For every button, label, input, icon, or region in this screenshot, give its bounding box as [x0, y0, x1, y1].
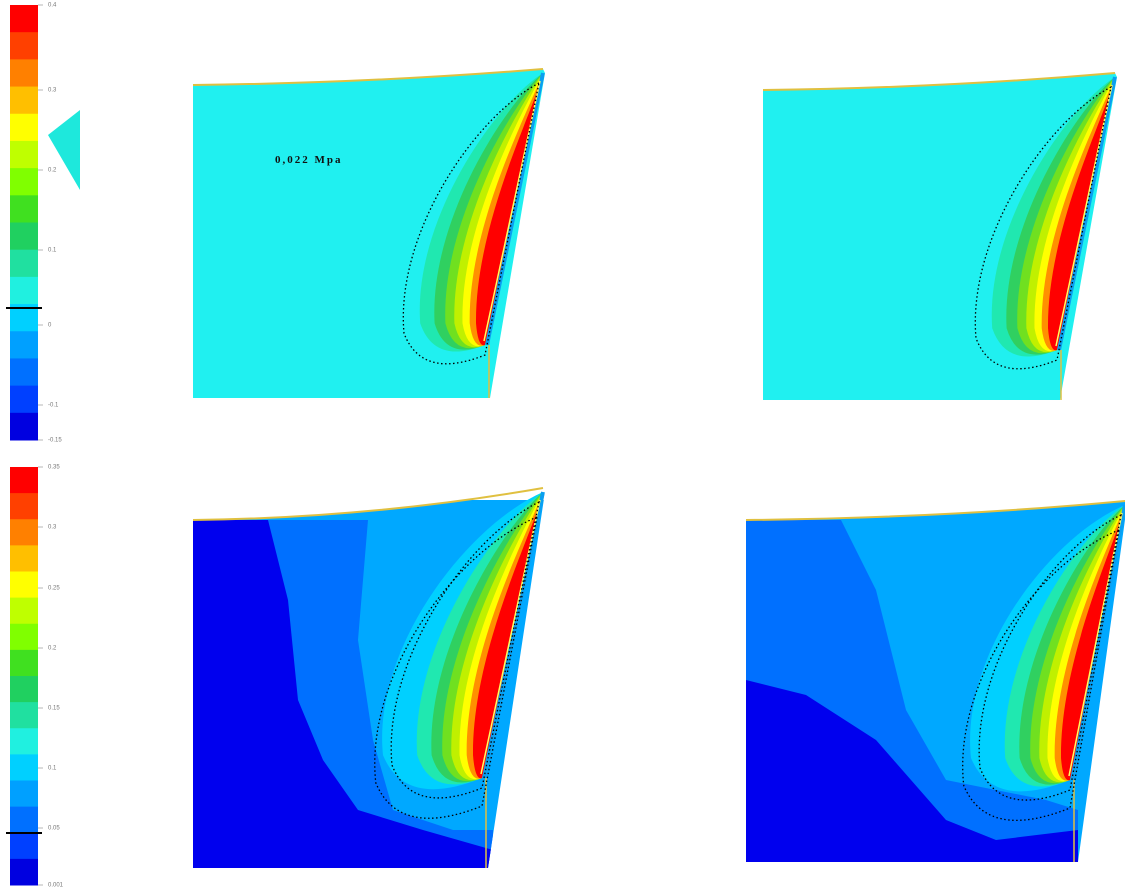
top-edge [192, 487, 544, 521]
edge-strip-light [1055, 84, 1113, 347]
colorbar-band [10, 59, 38, 88]
colorbar-band [10, 331, 38, 359]
colorbar-band [10, 358, 38, 387]
colorbar-band [10, 32, 38, 60]
colorbar-band [10, 5, 38, 33]
colorbar-label: -0.15 [48, 438, 62, 444]
edge-strip [1070, 504, 1125, 781]
colorbar-band [10, 676, 38, 703]
colorbar-band [10, 412, 38, 441]
dotted-contour [402, 81, 540, 365]
region-low [193, 520, 493, 868]
contour-plot [762, 72, 1117, 400]
colorbar-band [10, 545, 38, 572]
dotted-contour [374, 515, 538, 819]
colorbar-band [10, 649, 38, 677]
colorbar-band [10, 519, 38, 546]
plot-area [193, 491, 545, 868]
dotted-contour [978, 513, 1122, 801]
colorbar-label: 0.25 [48, 586, 60, 592]
colorbar-band [10, 571, 38, 599]
colorbar-label: 0.1 [48, 248, 57, 254]
colorbar-band [10, 195, 38, 223]
top-edge [745, 500, 1125, 521]
partial-shape [48, 110, 80, 190]
colorbar-label: 0.05 [48, 826, 60, 832]
colorbar-band [10, 832, 38, 860]
colorbar-label: 0.15 [48, 706, 60, 712]
contour-plot [192, 68, 545, 398]
contour-plot [745, 500, 1125, 862]
plot-area [193, 69, 545, 398]
annotation: 0,022 Mpa [275, 154, 343, 166]
colorbar-band [10, 86, 38, 115]
colorbar-band [10, 385, 38, 414]
colorbar-label: 0.3 [48, 88, 57, 94]
colorbar-band [10, 222, 38, 251]
colorbar-label: 0.2 [48, 168, 57, 174]
band [472, 492, 543, 779]
colorbar-label: -0.1 [48, 403, 59, 409]
band [1047, 77, 1115, 351]
colorbar-band [10, 858, 38, 886]
colorbar-label: 0.4 [48, 3, 57, 9]
colorbar-band [10, 623, 38, 651]
top-edge [192, 68, 544, 86]
colorbar-band [10, 702, 38, 729]
colorbar-label: 0.3 [48, 525, 57, 531]
dotted-contour [390, 500, 540, 799]
colorbar-label: 0 [48, 323, 52, 329]
colorbar-label: 0.1 [48, 766, 57, 772]
colorbar-label: 0.35 [48, 465, 60, 471]
colorbar-band [10, 754, 38, 781]
colorbar-band [10, 249, 38, 278]
region-low [746, 680, 1078, 862]
colorbar-band [10, 276, 38, 305]
plot-area [746, 501, 1125, 862]
colorbar-band [10, 493, 38, 520]
top-edge [762, 72, 1116, 91]
colorbar-band [10, 728, 38, 755]
colorbar-band [10, 806, 38, 834]
contour-plot [192, 487, 545, 868]
colorbar-band [10, 168, 38, 196]
edge-strip [1057, 76, 1117, 351]
colorbar-band [10, 597, 38, 625]
colorbar-band [10, 780, 38, 808]
colorbar-label: 0.001 [48, 883, 64, 888]
dotted-contour [962, 528, 1120, 821]
band [475, 73, 543, 346]
colorbar-label: 0.2 [48, 646, 57, 652]
plot-area [763, 73, 1117, 400]
colorbar-band [10, 467, 38, 494]
colorbar-band [10, 140, 38, 169]
colorbar-band [10, 113, 38, 142]
edge-strip-light [1068, 512, 1123, 777]
